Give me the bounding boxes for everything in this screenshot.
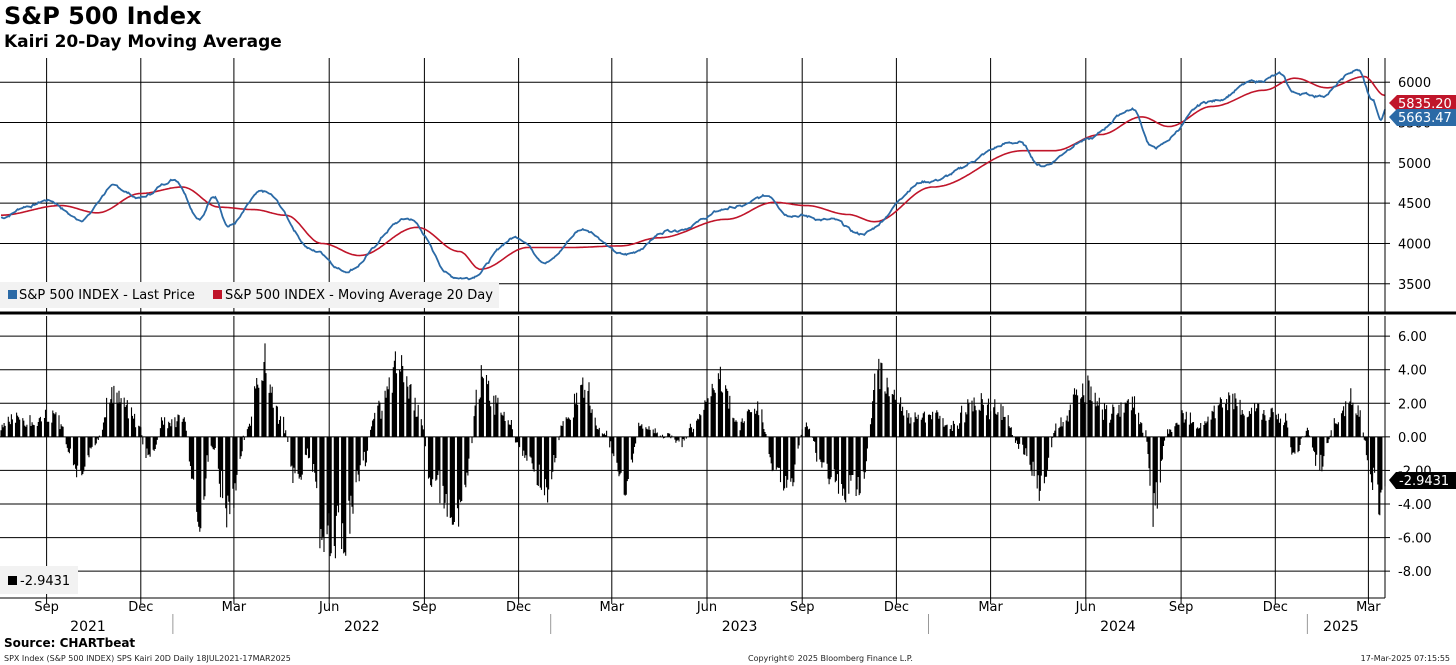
y-tick-top-0: 3500 [1398, 278, 1431, 293]
ma-layer [1, 75, 1386, 271]
chart-title: S&P 500 Index [4, 2, 202, 30]
axes [0, 58, 1456, 599]
y-tick-bottom-2: 2.00 [1398, 397, 1427, 412]
kairi-last-value-tag [1389, 472, 1456, 489]
kairi-last-value: -2.9431 [1399, 474, 1449, 489]
x-tick-month-1: Dec [128, 600, 153, 615]
source-note: Source: CHARTbeat [4, 636, 136, 650]
top-legend-background [0, 282, 499, 308]
x-axis: Sep Dec Mar Jun Sep Dec Mar Jun Sep Dec Mar Jun Sep D… [34, 598, 1381, 635]
gridlines [0, 58, 1385, 598]
x-tick-year-2022: 2022 [344, 619, 380, 635]
x-tick-month-5: Dec [506, 600, 531, 615]
x-tick-month-12: Sep [1169, 600, 1194, 615]
bottom-legend: -2.9431 [0, 566, 78, 594]
legend-label-ma: S&P 500 INDEX - Moving Average 20 Day [225, 288, 493, 303]
x-tick-month-0: Sep [34, 600, 59, 615]
y-tick-bottom-3: 0.00 [1398, 431, 1427, 446]
x-tick-month-2: Mar [222, 600, 247, 615]
footer-timestamp: 17-Mar-2025 07:15:55 [1360, 654, 1450, 663]
x-tick-month-13: Dec [1263, 600, 1288, 615]
x-tick-year-2021: 2021 [70, 619, 106, 635]
bottom-y-axis: 6.004.002.000.00-2.00-4.00-6.00-8.00 [1385, 330, 1432, 580]
legend-swatch-price [8, 290, 17, 299]
ma-last-value-tag [1389, 95, 1456, 111]
legend-label-price: S&P 500 INDEX - Last Price [19, 288, 195, 303]
legend-swatch-ma [213, 290, 222, 299]
legend-swatch-kairi [8, 576, 17, 585]
x-tick-month-7: Jun [696, 600, 717, 615]
series-line-ma [1, 75, 1386, 271]
price-last-value: 5663.47 [1398, 111, 1452, 126]
last-value-tags: 5835.20 5663.47 -2.9431 [1389, 95, 1456, 489]
series-line-price [0, 68, 1386, 281]
x-tick-month-10: Mar [978, 600, 1003, 615]
y-tick-bottom-7: -8.00 [1398, 565, 1432, 580]
x-tick-month-6: Mar [600, 600, 625, 615]
y-tick-top-1: 4000 [1398, 238, 1431, 253]
x-tick-month-9: Dec [884, 600, 909, 615]
x-tick-year-2023: 2023 [722, 619, 758, 635]
kairi-bar-set [0, 343, 1386, 559]
price-last-value-tag [1389, 109, 1456, 126]
y-tick-bottom-1: 4.00 [1398, 364, 1427, 379]
y-tick-top-5: 6000 [1398, 76, 1431, 91]
y-tick-bottom-6: -6.00 [1398, 532, 1432, 547]
x-tick-month-4: Sep [412, 600, 437, 615]
footer-security-info: SPX Index (S&P 500 INDEX) SPS Kairi 20D … [4, 654, 291, 663]
x-tick-month-8: Sep [790, 600, 815, 615]
legend-label-kairi: -2.9431 [20, 574, 70, 589]
y-tick-bottom-5: -4.00 [1398, 498, 1432, 513]
ma-last-value: 5835.20 [1398, 97, 1452, 112]
chart-subtitle: Kairi 20-Day Moving Average [4, 32, 282, 52]
kairi-bars [0, 343, 1386, 559]
price-layer [0, 68, 1386, 281]
y-tick-top-2: 4500 [1398, 197, 1431, 212]
top-legend: S&P 500 INDEX - Last Price S&P 500 INDEX… [0, 282, 499, 308]
y-tick-top-3: 5000 [1398, 157, 1431, 172]
x-tick-month-14: Mar [1356, 600, 1381, 615]
footer-copyright: Copyright© 2025 Bloomberg Finance L.P. [748, 654, 913, 663]
x-tick-year-2024: 2024 [1100, 619, 1136, 635]
y-tick-bottom-0: 6.00 [1398, 330, 1427, 345]
x-tick-month-3: Jun [318, 600, 339, 615]
x-tick-year-2025: 2025 [1323, 619, 1359, 635]
x-tick-month-11: Jun [1075, 600, 1096, 615]
